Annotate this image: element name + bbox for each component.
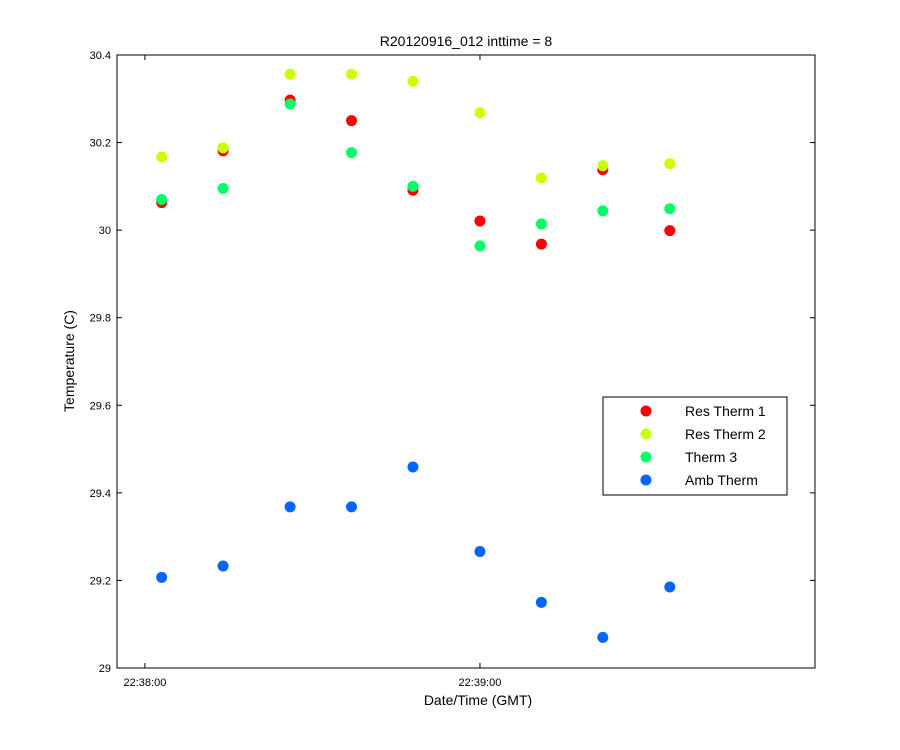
data-point [664, 158, 676, 170]
y-tick-label: 29 [99, 663, 111, 675]
data-point [597, 205, 609, 217]
x-tick-label: 22:38:00 [124, 677, 167, 689]
data-point [284, 501, 296, 513]
data-point [535, 172, 547, 184]
y-axis-title: Temperature (C) [61, 310, 77, 412]
data-points [156, 68, 676, 643]
data-point [664, 581, 676, 593]
data-point [156, 193, 168, 205]
tick-marks [117, 54, 815, 669]
x-axis-title: Date/Time (GMT) [424, 692, 532, 708]
data-point [597, 160, 609, 172]
data-point [407, 461, 419, 473]
series-res-therm-2 [156, 68, 676, 184]
series-therm-3 [156, 98, 676, 252]
data-point [535, 596, 547, 608]
y-tick-label: 30.2 [90, 138, 111, 150]
tick-labels: 29 29.2 29.4 29.6 29.8 30 30.2 30.4 22:38:00 22:3… [90, 50, 502, 689]
data-point [474, 546, 486, 558]
plot-area-frame [116, 54, 816, 669]
data-point [535, 218, 547, 230]
data-point [217, 560, 229, 572]
legend-marker [640, 428, 652, 440]
data-point [664, 225, 676, 237]
data-point [346, 115, 358, 127]
y-tick-label: 29.6 [90, 400, 111, 412]
legend-label: Therm 3 [685, 449, 737, 465]
data-point [407, 75, 419, 87]
y-tick-label: 29.2 [90, 575, 111, 587]
y-tick-label: 30.4 [90, 50, 111, 62]
data-point [664, 203, 676, 215]
legend-label: Amb Therm [685, 472, 758, 488]
data-point [284, 68, 296, 80]
legend-marker [640, 405, 652, 417]
data-point [217, 183, 229, 195]
axes [116, 54, 816, 669]
data-point [284, 98, 296, 110]
data-point [597, 631, 609, 643]
legend-label: Res Therm 2 [685, 426, 766, 442]
legend-marker [640, 451, 652, 463]
legend-label: Res Therm 1 [685, 403, 766, 419]
legend-marker [640, 474, 652, 486]
chart-title: R20120916_012 inttime = 8 [380, 33, 553, 49]
data-point [346, 147, 358, 159]
series-amb-therm [156, 461, 676, 643]
x-tick-label: 22:39:00 [459, 677, 502, 689]
data-point [535, 238, 547, 250]
legend: Res Therm 1 Res Therm 2 Therm 3 Amb Therm [602, 396, 788, 496]
legend-box [602, 396, 788, 496]
data-point [407, 180, 419, 192]
y-tick-label: 29.8 [90, 313, 111, 325]
data-point [217, 142, 229, 154]
data-point [156, 151, 168, 163]
data-point [474, 215, 486, 227]
y-tick-label: 29.4 [90, 488, 111, 500]
y-tick-label: 30 [99, 225, 111, 237]
data-point [474, 107, 486, 119]
data-point [346, 68, 358, 80]
data-point [474, 240, 486, 252]
data-point [346, 501, 358, 513]
data-point [156, 571, 168, 583]
